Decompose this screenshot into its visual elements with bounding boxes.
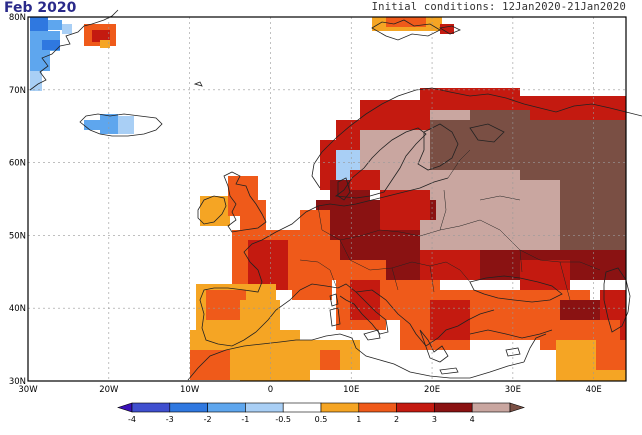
sicily-coast [363,329,381,341]
iceland-coast [79,113,163,137]
svalbard-coast [371,19,441,41]
lat-label: 80N [9,13,26,23]
colorbar-tick-label: 0.5 [315,415,328,424]
anatolia-coast [469,329,553,339]
colorbar-swatch [131,402,171,413]
colorbar-tick-label: 1 [356,415,361,424]
anomaly-cell [118,116,134,134]
corsica-coast [329,293,339,307]
lat-label: 30N [9,377,26,387]
lon-label: 30W [18,385,38,395]
anomaly-cell [206,290,246,320]
white-sea-coast [469,123,505,143]
sweden-coast [334,127,427,199]
anomaly-cell [430,300,470,340]
anomaly-cell [190,350,230,380]
colorbar-swatch [245,402,284,413]
greenland-coast [29,9,119,91]
anomaly-cell [420,250,480,280]
ireland-coast [197,195,227,225]
colorbar-swatch [358,402,397,413]
crete-coast [439,367,459,375]
lon-label: 30E [505,385,521,395]
north-europe-coast [261,177,449,241]
scandinavia-coast [311,87,642,189]
anomaly-cell [292,280,332,300]
franz-josef-coast [438,25,461,35]
lat-label: 60N [9,159,26,169]
map-subtitle: Initial conditions: 12Jan2020-21Jan2020 [371,1,626,13]
colorbar-swatch [396,402,435,413]
anomaly-cell [320,350,340,370]
levant-coast [523,333,547,363]
anomaly-cell [84,120,100,130]
anomaly-cell [248,240,288,290]
colorbar-tick-label: 3 [432,415,437,424]
lat-label: 50N [9,231,26,241]
britain-coast [223,171,267,233]
caspian-coast [603,267,631,333]
anomaly-cell [350,170,380,190]
map-border [27,16,627,382]
colorbar-arrow-right [509,402,525,413]
colorbar-tick-label: -1 [241,415,249,424]
lon-label: 10E [343,385,359,395]
colorbar-tick-label: -3 [166,415,174,424]
colorbar-tick-label: 2 [394,415,399,424]
anomaly-cell [440,24,454,34]
anomaly-cell [30,71,42,91]
colorbar-swatch [169,402,208,413]
colorbar-swatch [471,402,511,413]
cyprus-coast [505,347,521,357]
graticule [28,17,626,381]
colorbar-swatch [282,402,322,413]
lon-label: 20E [424,385,440,395]
coastlines [29,9,642,381]
anomaly-cell [240,340,310,381]
lon-label: 10W [180,385,200,395]
atlantic-coast [199,239,301,347]
anomaly-cell [570,258,626,278]
lat-label: 40N [9,304,26,314]
denmark-coast [337,177,351,201]
black-sea-coast [469,275,563,303]
lon-label: 40E [586,385,602,395]
colorbar-tick-label: 4 [470,415,475,424]
colorbar-arrow-left [117,402,133,413]
anomaly-cell [42,40,60,50]
anomaly-cell [520,260,570,290]
anomaly-cell [350,280,380,320]
lon-label: 0 [268,385,273,395]
anomaly-cell [30,17,48,31]
colorbar-tick-label: -0.5 [275,415,291,424]
anomaly-cell [386,17,426,27]
lat-label: 70N [9,86,26,96]
finland-coast [417,123,459,171]
map-title: Feb 2020 [4,0,77,16]
colorbar-tick-label: -4 [128,415,136,424]
anomaly-cell [596,340,626,370]
anomaly-cell [62,24,72,34]
med-north-coast [299,283,389,335]
anomaly-cell [240,300,280,330]
lon-label: 20W [99,385,119,395]
greece-coast [419,329,449,363]
anomaly-cell [48,20,62,30]
borders-east [447,149,571,301]
anomaly-cell [30,51,50,71]
colorbar-swatch [207,402,246,413]
colorbar: -4 -3 -2 -1 -0.5 0.5 1 2 3 4 [117,402,525,424]
colorbar-tick-label: -2 [204,415,212,424]
colorbar-swatch [320,402,360,413]
faroe-coast [193,81,203,87]
anomaly-field [30,17,626,381]
anomaly-cell [100,40,110,48]
north-africa-coast [187,333,525,381]
colorbar-swatch [434,402,473,413]
sardinia-coast [329,307,341,327]
anomaly-cell [92,30,110,42]
